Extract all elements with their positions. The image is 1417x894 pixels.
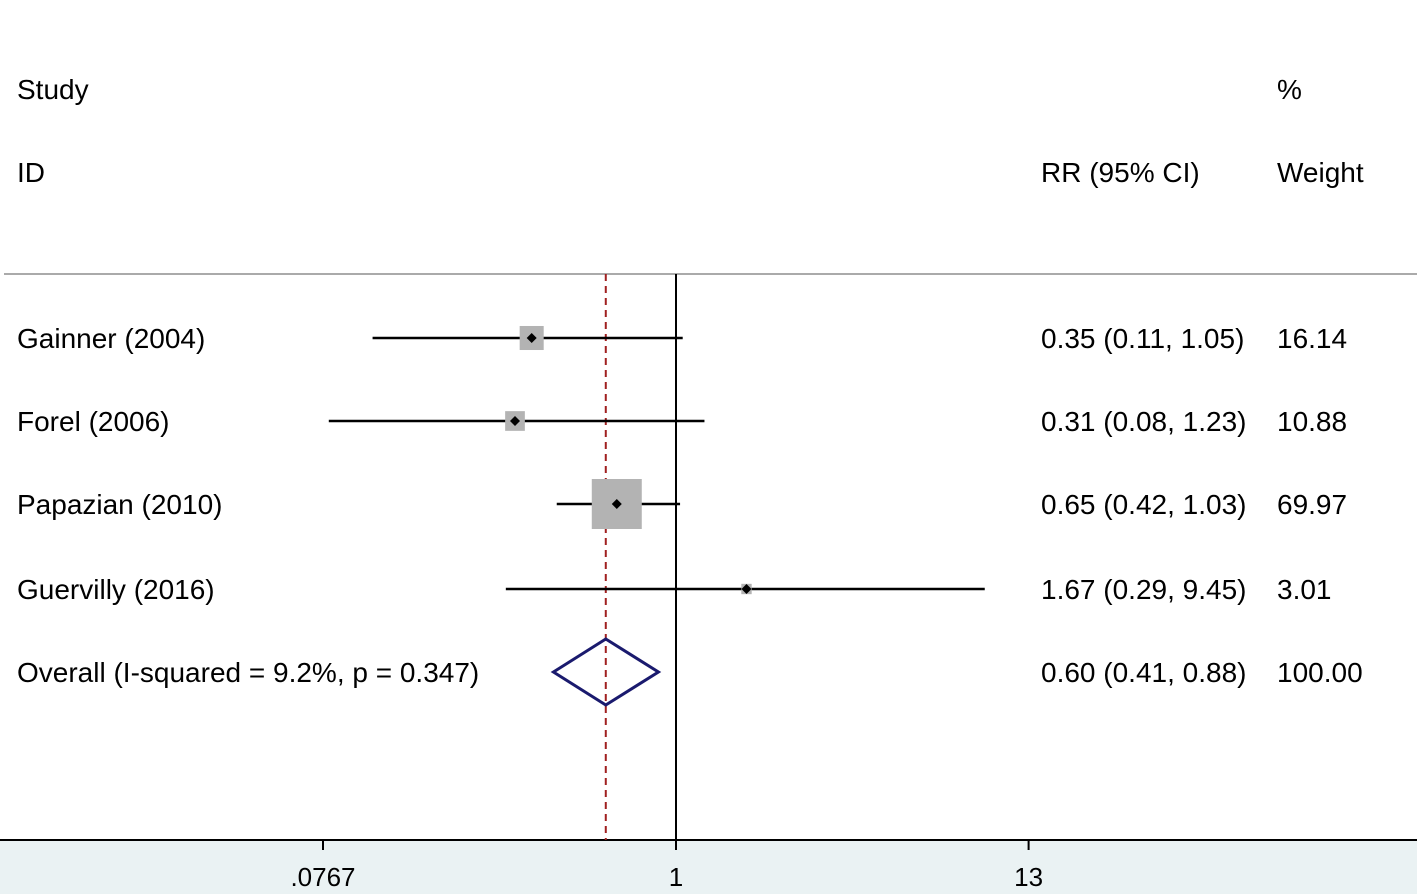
study-weight: 69.97 bbox=[1277, 489, 1347, 520]
study-point-estimate bbox=[526, 333, 537, 343]
header-weight: Weight bbox=[1277, 157, 1364, 188]
overall-rr-ci: 0.60 (0.41, 0.88) bbox=[1041, 657, 1246, 688]
study-label: Papazian (2010) bbox=[17, 489, 222, 520]
x-tick-label: 13 bbox=[1014, 862, 1043, 889]
overall-label: Overall (I-squared = 9.2%, p = 0.347) bbox=[17, 657, 479, 688]
study-point-estimate bbox=[509, 416, 520, 426]
study-point-estimate bbox=[611, 499, 622, 509]
study-weight: 16.14 bbox=[1277, 323, 1347, 354]
x-tick-label: 1 bbox=[669, 862, 683, 889]
study-label: Guervilly (2016) bbox=[17, 574, 215, 605]
study-point-estimate bbox=[741, 584, 752, 594]
study-rr-ci: 0.65 (0.42, 1.03) bbox=[1041, 489, 1246, 520]
header-percent: % bbox=[1277, 74, 1302, 105]
study-label: Gainner (2004) bbox=[17, 323, 205, 354]
study-weight: 10.88 bbox=[1277, 406, 1347, 437]
plot-background bbox=[0, 0, 1417, 840]
study-rr-ci: 0.31 (0.08, 1.23) bbox=[1041, 406, 1246, 437]
study-label: Forel (2006) bbox=[17, 406, 170, 437]
overall-diamond bbox=[550, 637, 662, 707]
header-rr-ci: RR (95% CI) bbox=[1041, 157, 1200, 188]
study-weight: 3.01 bbox=[1277, 574, 1332, 605]
study-rr-ci: 0.35 (0.11, 1.05) bbox=[1041, 323, 1244, 354]
header-study: Study bbox=[17, 74, 89, 105]
x-tick-label: .0767 bbox=[290, 862, 355, 889]
study-rr-ci: 1.67 (0.29, 9.45) bbox=[1041, 574, 1246, 605]
header-id: ID bbox=[17, 157, 45, 188]
overall-weight: 100.00 bbox=[1277, 657, 1363, 688]
